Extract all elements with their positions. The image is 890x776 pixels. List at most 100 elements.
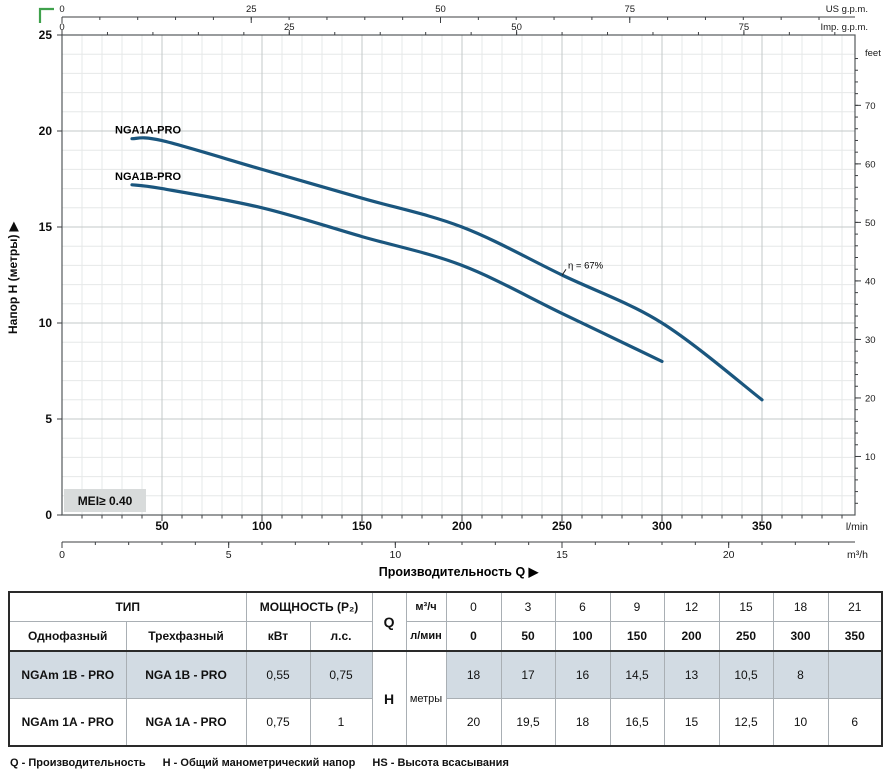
y-tick-m: 0 xyxy=(45,508,52,522)
table-row-nga1b: NGAm 1B - PRO NGA 1B - PRO 0,55 0,75 H м… xyxy=(8,650,883,747)
head-value: 16,5 xyxy=(609,698,665,747)
lmin-value: 200 xyxy=(663,621,720,652)
m3h-value: 18 xyxy=(772,591,829,622)
head-value: 6 xyxy=(827,698,883,747)
head-value: 15 xyxy=(663,698,720,747)
type-header: ТИП xyxy=(8,591,247,622)
m3h-value: 9 xyxy=(609,591,665,622)
y-tick-feet: 60 xyxy=(865,159,876,170)
m3h-value: 15 xyxy=(718,591,774,622)
model-single-phase: NGAm 1A - PRO xyxy=(8,698,127,747)
pump-curve-NGA1B-PRO xyxy=(130,183,664,363)
m3h-unit-label: m³/h xyxy=(847,549,868,561)
head-value: 13 xyxy=(663,650,720,699)
power-hp: 0,75 xyxy=(309,650,373,699)
x-tick-lmin: 50 xyxy=(155,519,169,533)
lmin-value: 50 xyxy=(500,621,556,652)
x-tick-lmin: 300 xyxy=(652,519,672,533)
model-three-phase: NGA 1B - PRO xyxy=(125,650,247,699)
head-value xyxy=(827,650,883,699)
m3h-value: 12 xyxy=(663,591,720,622)
legend-q: Q - Производительность xyxy=(10,757,146,769)
x-tick-lmin: 200 xyxy=(452,519,472,533)
legend-hs: HS - Высота всасывания xyxy=(372,757,509,769)
head-value: 20 xyxy=(445,698,502,747)
x-tick-lmin: 100 xyxy=(252,519,272,533)
power-kw: 0,75 xyxy=(245,698,311,747)
performance-table-wrap: ТИП МОЩНОСТЬ (P₂) Q м³/ч 0 3 6 9 12 15 1… xyxy=(8,591,884,747)
head-value: 10,5 xyxy=(718,650,774,699)
plot-border xyxy=(61,34,856,516)
grid-minor xyxy=(62,35,855,515)
y-tick-m: 25 xyxy=(39,28,53,42)
m3h-value: 21 xyxy=(827,591,883,622)
head-value: 18 xyxy=(445,650,502,699)
single-phase-header: Однофазный xyxy=(8,621,127,652)
y-tick-feet: 40 xyxy=(865,276,876,287)
pump-curve-chart: 0 5 10 15 20 25 Напор H (метры) ▶ 10 20 30 40 50 60 7… xyxy=(6,4,881,579)
legend-h: H - Общий манометрический напор xyxy=(162,757,356,769)
x-tick-impgpm: 75 xyxy=(739,22,750,33)
footnotes: Q - Производительность H - Общий маномет… xyxy=(10,757,880,776)
y-tick-feet: 20 xyxy=(865,393,876,404)
x-tick-m3h: 15 xyxy=(556,549,568,561)
y-tick-feet: 30 xyxy=(865,335,876,346)
x-tick-usgpm: 75 xyxy=(624,4,635,15)
y-tick-m: 15 xyxy=(39,220,53,234)
efficiency-tick xyxy=(561,269,567,276)
y-tick-m: 20 xyxy=(39,124,53,138)
x-tick-impgpm: 25 xyxy=(284,22,295,33)
y-tick-feet: 70 xyxy=(865,101,876,112)
table-header-row-1: ТИП МОЩНОСТЬ (P₂) Q м³/ч 0 3 6 9 12 15 1… xyxy=(8,591,883,652)
curve-label-NGA1A-PRO: NGA1A-PRO xyxy=(115,125,181,137)
impgpm-unit-label: Imp. g.p.m. xyxy=(820,22,868,33)
head-value: 19,5 xyxy=(500,698,556,747)
legend-line: Q - Производительность H - Общий маномет… xyxy=(10,757,880,769)
x-tick-impgpm: 0 xyxy=(59,22,64,33)
y-tick-feet: 10 xyxy=(865,452,876,463)
head-value: 17 xyxy=(500,650,556,699)
curve-label-NGA1B-PRO: NGA1B-PRO xyxy=(115,171,181,183)
y-tick-feet: 50 xyxy=(865,218,876,229)
model-three-phase: NGA 1A - PRO xyxy=(125,698,247,747)
m3h-value: 0 xyxy=(445,591,502,622)
usgpm-unit-label: US g.p.m. xyxy=(826,4,868,15)
model-single-phase: NGAm 1B - PRO xyxy=(8,650,127,699)
head-value: 14,5 xyxy=(609,650,665,699)
power-kw: 0,55 xyxy=(245,650,311,699)
x-tick-usgpm: 0 xyxy=(59,4,64,15)
table-header-row-2: Однофазный Трехфазный кВт л.с. л/мин 0 5… xyxy=(8,621,883,652)
mei-badge-bg xyxy=(64,489,146,512)
meters-unit: метры xyxy=(405,650,447,747)
head-value: 8 xyxy=(772,650,829,699)
x-tick-impgpm: 50 xyxy=(511,22,522,33)
grid-major xyxy=(62,35,855,515)
head-value: 16 xyxy=(554,650,611,699)
x-tick-m3h: 10 xyxy=(389,549,401,561)
lmin-value: 350 xyxy=(827,621,883,652)
lmin-value: 250 xyxy=(718,621,774,652)
lmin-unit-header: л/мин xyxy=(405,621,447,652)
y-tick-m: 10 xyxy=(39,316,53,330)
x-tick-m3h: 0 xyxy=(59,549,65,561)
x-tick-lmin: 350 xyxy=(752,519,772,533)
m3h-value: 6 xyxy=(554,591,611,622)
lmin-value: 0 xyxy=(445,621,502,652)
table-row-nga1a: NGAm 1A - PRO NGA 1A - PRO 0,75 1 20 19,… xyxy=(8,698,883,747)
y-axis-label: Напор H (метры) ▶ xyxy=(6,221,20,334)
efficiency-label: η = 67% xyxy=(568,260,604,271)
head-value: 10 xyxy=(772,698,829,747)
pump-curve-NGA1A-PRO xyxy=(130,136,764,402)
kw-header: кВт xyxy=(245,621,311,652)
y-tick-m: 5 xyxy=(45,412,52,426)
mei-label: MEI≥ 0.40 xyxy=(78,494,133,508)
feet-unit-label: feet xyxy=(865,48,881,59)
h-header: H xyxy=(371,650,407,747)
x-tick-lmin: 250 xyxy=(552,519,572,533)
lmin-value: 300 xyxy=(772,621,829,652)
power-header: МОЩНОСТЬ (P₂) xyxy=(245,591,373,622)
power-hp: 1 xyxy=(309,698,373,747)
x-tick-m3h: 20 xyxy=(723,549,735,561)
head-value: 12,5 xyxy=(718,698,774,747)
